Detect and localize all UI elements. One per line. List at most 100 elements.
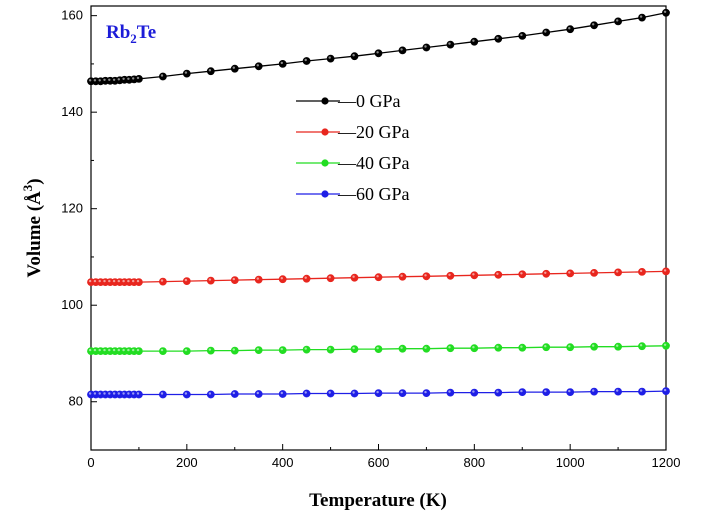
data-point xyxy=(446,388,455,397)
data-point xyxy=(638,267,646,276)
data-point xyxy=(662,267,670,276)
x-tick-label: 1000 xyxy=(556,455,585,470)
data-point-highlight xyxy=(117,348,121,352)
data-point-highlight xyxy=(663,269,667,272)
data-point-highlight xyxy=(108,279,111,283)
data-point-highlight xyxy=(112,279,116,283)
data-point xyxy=(182,277,191,285)
data-point xyxy=(398,389,407,397)
data-point-highlight xyxy=(93,279,97,283)
data-point-highlight xyxy=(280,277,283,280)
data-point xyxy=(254,62,263,71)
data-point xyxy=(350,389,359,398)
data-point xyxy=(254,390,263,398)
data-point-highlight xyxy=(232,391,235,395)
data-point xyxy=(518,388,527,396)
axis-ticks: 0 200 400 600 800 1000 1200 80 100 120 140 160 xyxy=(61,8,680,470)
data-point-highlight xyxy=(127,348,130,352)
data-point-highlight xyxy=(592,389,595,392)
data-point-highlight xyxy=(592,270,595,274)
data-point-highlight xyxy=(400,274,403,277)
data-point xyxy=(350,345,359,353)
data-point xyxy=(662,387,670,395)
data-point-highlight xyxy=(639,344,643,347)
series-40-gpa xyxy=(87,341,670,355)
data-point-highlight xyxy=(93,79,97,82)
data-point xyxy=(638,342,646,351)
data-point xyxy=(254,275,263,284)
data-point xyxy=(542,343,551,352)
data-point-highlight xyxy=(544,30,547,33)
legend-label: —60 GPa xyxy=(337,184,410,204)
data-point xyxy=(614,268,622,277)
data-point xyxy=(662,8,670,17)
data-point-highlight xyxy=(304,58,307,62)
y-tick-label: 160 xyxy=(61,8,83,23)
data-point-highlight xyxy=(304,391,307,394)
data-point-highlight xyxy=(616,270,619,273)
data-point-highlight xyxy=(122,348,125,352)
legend-entry: —20 GPa xyxy=(296,122,410,142)
data-point xyxy=(566,269,575,278)
data-point xyxy=(614,387,622,396)
data-point-highlight xyxy=(93,348,97,352)
y-axis-title: Volume (Å3) xyxy=(20,178,45,277)
data-point-highlight xyxy=(424,346,427,349)
data-point-highlight xyxy=(280,61,283,65)
data-point-highlight xyxy=(376,390,379,394)
data-point xyxy=(494,34,503,43)
data-point-highlight xyxy=(352,391,355,394)
data-point-highlight xyxy=(208,69,212,72)
data-point-highlight xyxy=(424,390,427,394)
data-point-highlight xyxy=(376,346,379,350)
data-point-highlight xyxy=(184,348,188,352)
data-point-highlight xyxy=(568,271,571,274)
legend-label: —40 GPa xyxy=(337,153,410,173)
data-point-highlight xyxy=(232,277,235,281)
data-point xyxy=(542,269,551,278)
data-point xyxy=(566,388,575,396)
data-point xyxy=(350,273,359,282)
data-point-highlight xyxy=(256,391,259,395)
data-point-highlight xyxy=(448,346,451,349)
data-point xyxy=(446,40,455,49)
data-point-highlight xyxy=(108,78,111,82)
data-point-highlight xyxy=(663,343,667,346)
data-point xyxy=(206,390,215,399)
data-point-highlight xyxy=(98,392,101,395)
data-point xyxy=(470,388,479,397)
legend-marker xyxy=(321,128,329,136)
data-point xyxy=(494,343,503,352)
data-point xyxy=(590,342,598,351)
data-point xyxy=(206,67,215,76)
data-point-highlight xyxy=(136,279,140,283)
data-point-highlight xyxy=(112,348,116,352)
data-point xyxy=(278,346,287,354)
data-point-highlight xyxy=(184,278,188,282)
data-point-highlight xyxy=(184,71,188,74)
data-point-highlight xyxy=(122,77,125,81)
data-point xyxy=(302,389,311,398)
data-point-highlight xyxy=(112,78,116,82)
data-point-highlight xyxy=(328,276,331,279)
data-point xyxy=(542,28,551,37)
data-point-highlight xyxy=(160,279,164,282)
data-point-highlight xyxy=(132,392,135,395)
data-point-highlight xyxy=(98,348,101,352)
data-point-highlight xyxy=(103,392,106,395)
data-point-highlight xyxy=(304,276,307,279)
data-point-highlight xyxy=(496,272,499,275)
data-point xyxy=(374,345,383,353)
series-line xyxy=(91,12,667,82)
data-point-highlight xyxy=(376,275,379,278)
data-point-highlight xyxy=(117,392,121,395)
data-point xyxy=(326,345,335,354)
data-point-highlight xyxy=(592,23,595,26)
plot-frame xyxy=(90,5,667,451)
data-point xyxy=(134,278,143,286)
data-point xyxy=(494,270,503,279)
data-point xyxy=(470,37,479,46)
data-point xyxy=(182,69,191,78)
data-point-highlight xyxy=(160,74,164,77)
data-point xyxy=(566,25,575,34)
